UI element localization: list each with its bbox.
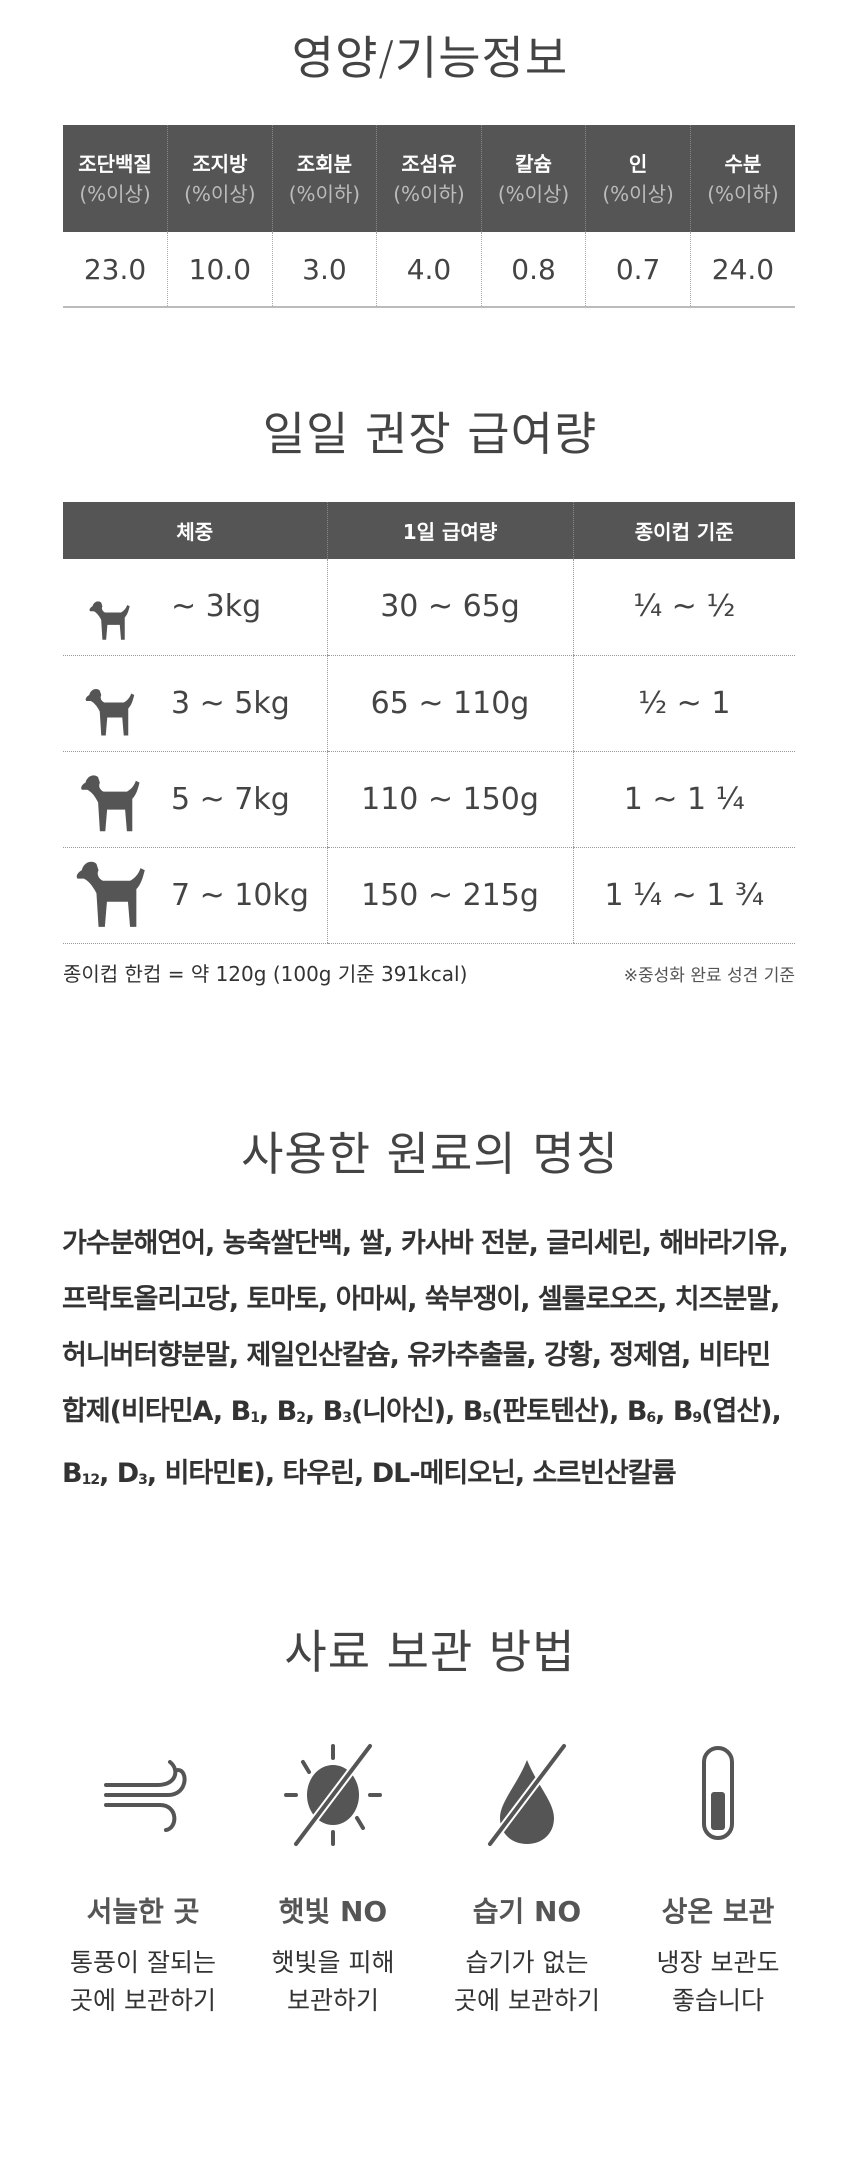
nutrient-name: 조섬유	[401, 151, 457, 176]
nutrient-header: 수분 (%이하)	[689, 125, 795, 232]
nutrient-unit: (%이상)	[497, 181, 570, 206]
nutrient-unit: (%이하)	[288, 181, 361, 206]
storage-label: 습기 NO	[472, 1895, 582, 1928]
storage-item: 상온 보관 냉장 보관도 좋습니다	[623, 1740, 813, 2020]
nutrient-value: 0.8	[480, 232, 586, 308]
storage-desc: 습기가 없는 곳에 보관하기	[454, 1948, 600, 2015]
cup-amount: ¼ ~ ½	[572, 559, 795, 656]
storage-label: 상온 보관	[661, 1895, 775, 1928]
nutrient-header: 조지방 (%이상)	[167, 125, 273, 232]
storage-item: 햇빛 NO 햇빛을 피해 보관하기	[238, 1740, 428, 2020]
neutered-note: ※중성화 완료 성견 기준	[623, 966, 795, 986]
nutrient-header: 조섬유 (%이하)	[376, 125, 482, 232]
nutrient-unit: (%이하)	[707, 181, 779, 206]
header-cup: 종이컵 기준	[572, 502, 795, 559]
storage-desc: 통풍이 잘되는 곳에 보관하기	[70, 1948, 216, 2015]
nutrient-header: 조단백질 (%이상)	[63, 125, 168, 232]
nutrition-table: 조단백질 (%이상) 조지방 (%이상) 조회분 (%이하) 조섬유 (%이하) 칼슘 (%이상)…	[63, 125, 795, 308]
feeding-row: 5 ~ 7kg 110 ~ 150g 1 ~ 1 ¼	[63, 751, 795, 848]
cup-note: 종이컵 한컵 = 약 120g (100g 기준 391kcal)	[63, 962, 468, 986]
nutrient-name: 인	[628, 151, 648, 176]
storage-label: 햇빛 NO	[278, 1895, 388, 1928]
storage-item: 습기 NO 습기가 없는 곳에 보관하기	[432, 1740, 622, 2020]
nutrient-value: 24.0	[689, 232, 795, 308]
cup-amount: 1 ~ 1 ¼	[572, 751, 795, 848]
no-moisture-icon	[486, 1742, 568, 1848]
small-dog-icon	[63, 563, 153, 651]
ingredients-title: 사용한 원료의 명칭	[241, 1127, 619, 1181]
header-amount: 1일 급여량	[326, 502, 573, 559]
no-sun-icon	[284, 1742, 382, 1848]
nutrient-value: 3.0	[271, 232, 377, 308]
feeding-row: 7 ~ 10kg 150 ~ 215g 1 ¼ ~ 1 ¾	[63, 847, 795, 944]
nutrient-name: 조회분	[296, 151, 352, 176]
weight-range: 3 ~ 5kg	[171, 685, 290, 721]
nutrient-name: 칼슘	[515, 151, 552, 176]
thermometer-icon	[702, 1746, 734, 1840]
nutrition-title: 영양/기능정보	[291, 31, 569, 85]
nutrient-header: 조회분 (%이하)	[271, 125, 377, 232]
cup-amount: 1 ¼ ~ 1 ¾	[572, 847, 795, 944]
wind-icon	[104, 1760, 187, 1832]
nutrient-unit: (%이상)	[602, 181, 674, 206]
nutrient-name: 조단백질	[78, 151, 152, 176]
daily-amount: 110 ~ 150g	[326, 751, 573, 848]
nutrient-value: 10.0	[167, 232, 273, 308]
nutrient-unit: (%이상)	[79, 181, 151, 206]
xlarge-dog-icon	[63, 851, 153, 939]
weight-range: 5 ~ 7kg	[171, 781, 290, 817]
storage-item: 서늘한 곳 통풍이 잘되는 곳에 보관하기	[48, 1740, 238, 2020]
feeding-title: 일일 권장 급여량	[262, 407, 598, 461]
daily-amount: 150 ~ 215g	[326, 847, 573, 944]
daily-amount: 30 ~ 65g	[326, 559, 573, 656]
storage-desc: 햇빛을 피해 보관하기	[271, 1948, 395, 2015]
ingredients-text: 가수분해연어, 농축쌀단백, 쌀, 카사바 전분, 글리세린, 해바라기유, 프…	[62, 1228, 789, 1489]
storage-label: 서늘한 곳	[86, 1895, 200, 1928]
nutrient-header: 칼슘 (%이상)	[480, 125, 586, 232]
nutrient-unit: (%이하)	[393, 181, 465, 206]
nutrient-name: 조지방	[192, 151, 248, 176]
feeding-row: 3 ~ 5kg 65 ~ 110g ½ ~ 1	[63, 655, 795, 752]
nutrient-name: 수분	[724, 151, 762, 176]
medium-dog-icon	[63, 659, 153, 747]
weight-range: 7 ~ 10kg	[171, 877, 309, 913]
feeding-row: ~ 3kg 30 ~ 65g ¼ ~ ½	[63, 559, 795, 656]
storage-desc: 냉장 보관도 좋습니다	[656, 1948, 780, 2015]
header-weight: 체중	[63, 502, 327, 559]
weight-range: ~ 3kg	[171, 589, 262, 625]
cup-amount: ½ ~ 1	[572, 655, 795, 752]
storage-title: 사료 보관 방법	[284, 1625, 576, 1679]
nutrient-value: 0.7	[585, 232, 691, 308]
large-dog-icon	[63, 755, 153, 843]
nutrient-header: 인 (%이상)	[585, 125, 691, 232]
nutrient-unit: (%이상)	[184, 181, 256, 206]
nutrient-value: 23.0	[63, 232, 168, 308]
daily-amount: 65 ~ 110g	[326, 655, 573, 752]
nutrient-value: 4.0	[376, 232, 482, 308]
